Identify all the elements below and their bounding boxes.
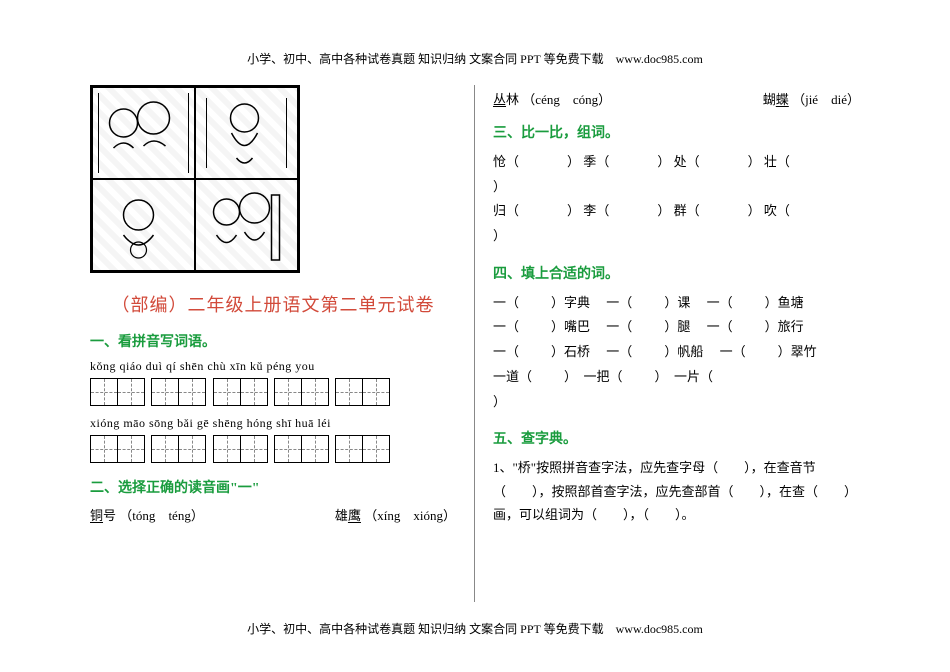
q2-tail-3: 林 <box>506 92 519 107</box>
tianzige-row-1 <box>90 378 456 406</box>
footer-text: 小学、初中、高中各种试卷真题 知识归纳 文案合同 PPT 等免费下载 www.d… <box>247 622 703 636</box>
q2-tail-4: 蝶 <box>776 92 789 107</box>
tianzige-row-2 <box>90 435 456 463</box>
right-column: 丛林 （céng cóng） 蝴蝶 （jié dié） 三、比一比，组词。 怆（… <box>475 85 870 602</box>
q2-pre-4: 蝴 <box>763 92 776 107</box>
q2-b-2: xióng <box>413 508 443 523</box>
comic-panel-1 <box>92 87 195 179</box>
header-text: 小学、初中、高中各种试卷真题 知识归纳 文案合同 PPT 等免费下载 www.d… <box>247 52 703 66</box>
page-header: 小学、初中、高中各种试卷真题 知识归纳 文案合同 PPT 等免费下载 www.d… <box>0 50 950 67</box>
s3-line-2: 归（） 李（） 群（） 吹（） <box>493 199 860 248</box>
q2-word-3: 丛 <box>493 92 506 107</box>
pinyin-row-1: kǒng qiáo duì qí shēn chù xīn kǔ péng yo… <box>90 359 456 374</box>
s4-line-2: 一（）嘴巴 一（）腿 一（）旅行 <box>493 315 860 340</box>
s4-line-1: 一（）字典 一（）课 一（）鱼塘 <box>493 291 860 316</box>
q2-a-1: tóng <box>132 508 155 523</box>
left-column: （部编）二年级上册语文第二单元试卷 一、看拼音写词语。 kǒng qiáo du… <box>80 85 475 602</box>
q2-row-1: 铜号 （tóng téng） 雄鹰 （xíng xióng） <box>90 505 456 524</box>
pinyin-row-2: xióng māo sōng bǎi gē shēng hóng shī huā… <box>90 416 456 431</box>
q2-b-1: téng <box>168 508 190 523</box>
q2-row-2: 丛林 （céng cóng） 蝴蝶 （jié dié） <box>493 89 860 108</box>
q2-tail-1: 号 <box>103 508 116 523</box>
section-2-heading: 二、选择正确的读音画"一" <box>90 477 456 497</box>
q2-a-2: xíng <box>377 508 400 523</box>
comic-panel-3 <box>92 179 195 271</box>
comic-panel-2 <box>195 87 298 179</box>
page-body: （部编）二年级上册语文第二单元试卷 一、看拼音写词语。 kǒng qiáo du… <box>80 85 870 602</box>
q2-b-4: dié <box>831 92 847 107</box>
section-4-heading: 四、填上合适的词。 <box>493 263 860 283</box>
page-footer: 小学、初中、高中各种试卷真题 知识归纳 文案合同 PPT 等免费下载 www.d… <box>0 620 950 637</box>
section-3-heading: 三、比一比，组词。 <box>493 122 860 142</box>
document-title: （部编）二年级上册语文第二单元试卷 <box>90 291 456 317</box>
q2-word-1: 铜 <box>90 508 103 523</box>
q2-b-3: cóng <box>573 92 598 107</box>
q2-tail-2pre: 雄 <box>335 508 348 523</box>
q2-a-3: céng <box>535 92 560 107</box>
section-1-heading: 一、看拼音写词语。 <box>90 331 456 351</box>
q2-tail-2: 鹰 <box>348 508 361 523</box>
s4-line-4: 一道（） 一把（） 一片（） <box>493 365 860 414</box>
s5-text: 1、"桥"按照拼音查字法，应先查字母（ ），在查音节（ ），按照部首查字法，应先… <box>493 456 860 526</box>
s4-line-3: 一（）石桥 一（）帆船 一（）翠竹 <box>493 340 860 365</box>
comic-strip <box>90 85 300 273</box>
section-5-heading: 五、查字典。 <box>493 428 860 448</box>
s3-line-1: 怆（） 季（） 处（） 壮（） <box>493 150 860 199</box>
q2-a-4: jié <box>805 92 818 107</box>
comic-panel-4 <box>195 179 298 271</box>
